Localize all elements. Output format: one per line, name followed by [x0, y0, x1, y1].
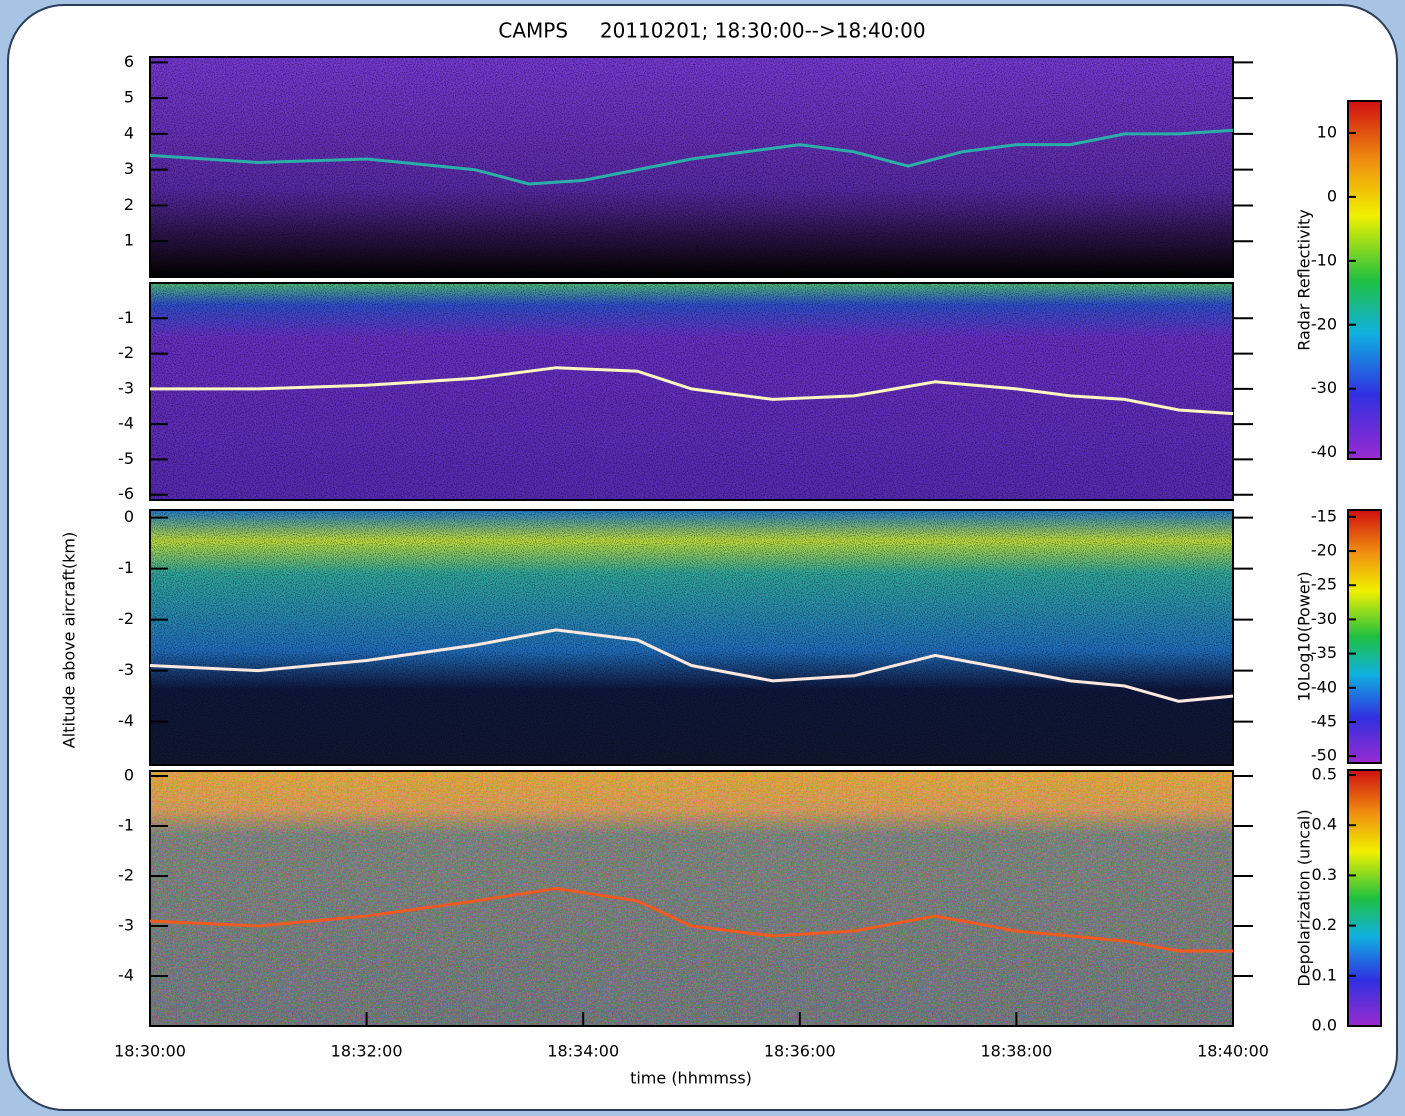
colorbar-label: 10Log10(Power) [1295, 571, 1314, 701]
y-tick-label: -1 [118, 816, 134, 835]
x-axis-label: time (hhmmss) [630, 1069, 752, 1088]
colorbar-tick-label: -25 [1311, 575, 1337, 594]
colorbar [1347, 769, 1382, 1027]
y-tick-label: 4 [124, 123, 134, 142]
trace-line [149, 128, 1234, 186]
y-tick-label: -2 [118, 609, 134, 628]
colorbar-tick-label: -20 [1311, 314, 1337, 333]
panel-texture [150, 57, 1233, 277]
y-tick-label: -2 [118, 866, 134, 885]
x-tick-label: 18:40:00 [1197, 1042, 1269, 1061]
panel-border [149, 770, 1234, 1027]
y-axis-label: Altitude above aircraft(km) [60, 532, 79, 748]
colorbar-tick-label: 0.1 [1312, 965, 1337, 984]
y-tick-label: 0 [124, 507, 134, 526]
colorbar-tick-label: 0.5 [1312, 765, 1337, 784]
y-tick-label: 0 [124, 766, 134, 785]
trace-line [149, 628, 1234, 703]
colorbar-tick-label: -20 [1311, 541, 1337, 560]
x-tick-label: 18:38:00 [980, 1042, 1052, 1061]
y-tick-label: -4 [118, 414, 134, 433]
panel-border [149, 282, 1234, 501]
colorbar-tick-label: -15 [1311, 506, 1337, 525]
y-tick-label: -3 [118, 916, 134, 935]
y-tick-label: -1 [118, 558, 134, 577]
colorbar-tick-label: -45 [1311, 711, 1337, 730]
colorbar-tick-label: 0.0 [1312, 1016, 1337, 1035]
y-tick-label: 1 [124, 231, 134, 250]
colorbar-tick-label: 0 [1327, 186, 1337, 205]
panel-texture [150, 283, 1233, 500]
colorbar-tick-label: 0.3 [1312, 865, 1337, 884]
chart-title: CAMPS 20110201; 18:30:00-->18:40:00 [498, 19, 925, 43]
colorbar-tick-label: 0.2 [1312, 915, 1337, 934]
y-tick-label: 3 [124, 159, 134, 178]
colorbar-tick-label: -40 [1311, 677, 1337, 696]
y-tick-label: -4 [118, 966, 134, 985]
panel-texture [150, 771, 1233, 1026]
x-tick-label: 18:36:00 [764, 1042, 836, 1061]
x-tick-label: 18:30:00 [114, 1042, 186, 1061]
panel-border [149, 509, 1234, 766]
colorbar-tick-label: 0.4 [1312, 815, 1337, 834]
y-tick-label: 2 [124, 195, 134, 214]
trace-line [149, 886, 1233, 953]
y-tick-label: -4 [118, 711, 134, 730]
colorbar [1347, 100, 1382, 460]
y-tick-label: -3 [118, 378, 134, 397]
y-tick-label: -2 [118, 343, 134, 362]
colorbar-tick-label: -40 [1311, 442, 1337, 461]
colorbar-tick-label: -30 [1311, 378, 1337, 397]
colorbar [1347, 509, 1382, 764]
panel-border [149, 56, 1234, 278]
colorbar-label: Depolarization (uncal) [1295, 809, 1314, 986]
colorbar-tick-label: -35 [1311, 643, 1337, 662]
y-tick-label: -3 [118, 660, 134, 679]
x-tick-label: 18:34:00 [547, 1042, 619, 1061]
y-tick-label: -6 [118, 484, 134, 503]
colorbar-label: Radar Reflectivity [1295, 209, 1314, 351]
y-tick-label: 6 [124, 52, 134, 71]
y-tick-label: 5 [124, 88, 134, 107]
x-tick-label: 18:32:00 [331, 1042, 403, 1061]
colorbar-tick-label: -30 [1311, 609, 1337, 628]
trace-line [150, 366, 1234, 416]
colorbar-tick-label: -50 [1311, 746, 1337, 765]
colorbar-tick-label: -10 [1311, 250, 1337, 269]
panel-texture [150, 510, 1233, 765]
colorbar-tick-label: 10 [1317, 122, 1337, 141]
y-tick-label: -1 [118, 308, 134, 327]
y-tick-label: -5 [118, 449, 134, 468]
